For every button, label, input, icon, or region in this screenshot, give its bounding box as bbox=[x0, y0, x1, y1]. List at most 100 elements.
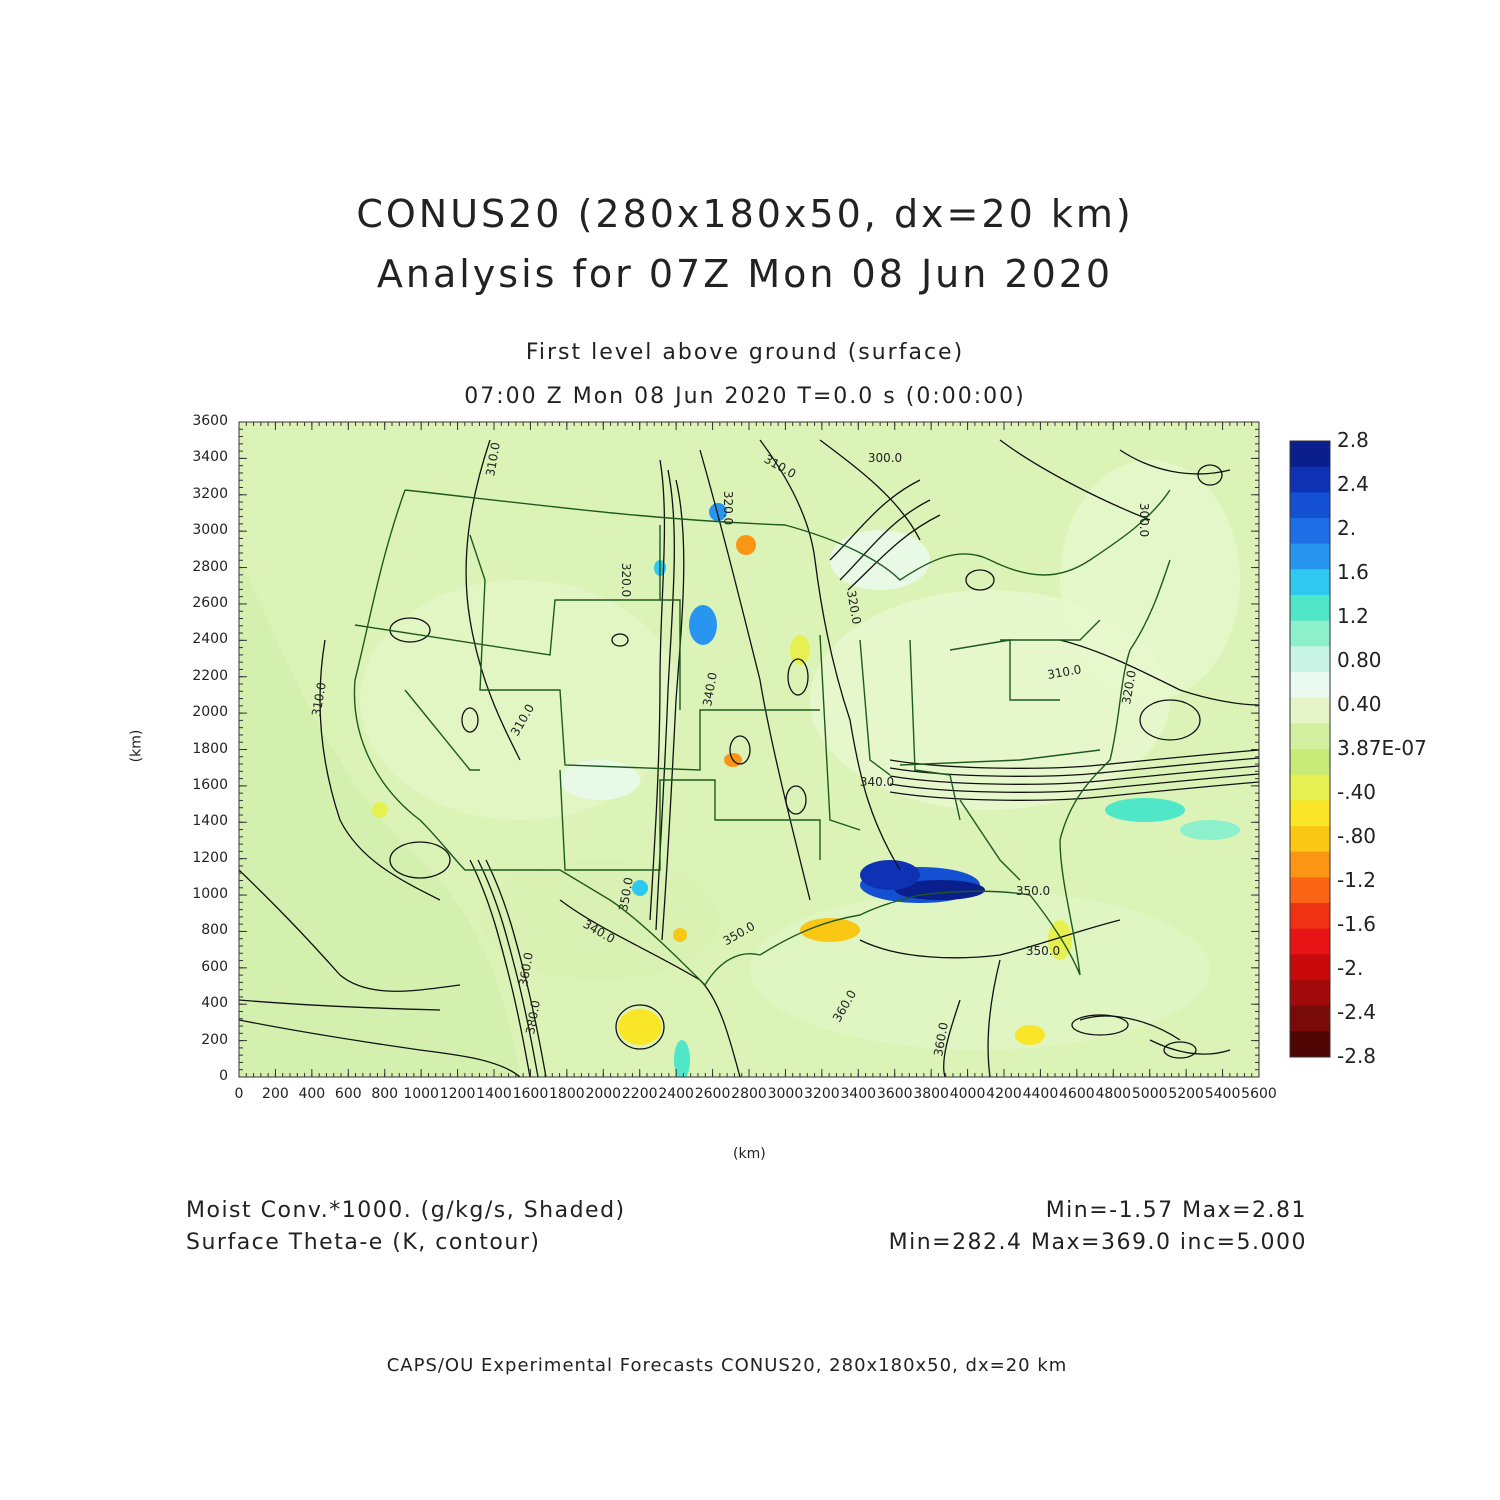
contour-label: 320.0 bbox=[844, 589, 864, 625]
colorbar-swatch bbox=[1290, 646, 1330, 673]
y-tick-label: 200 bbox=[201, 1031, 228, 1048]
x-tick-label: 400 bbox=[298, 1086, 326, 1102]
x-tick-label: 3200 bbox=[804, 1086, 840, 1102]
x-tick-label: 2400 bbox=[658, 1086, 694, 1102]
x-tick-label: 3400 bbox=[840, 1086, 877, 1102]
contour-label: 320.0 bbox=[721, 491, 735, 525]
contour-label: 350.0 bbox=[616, 876, 636, 912]
contour-label: 380.0 bbox=[523, 999, 543, 1035]
y-tick-label: 3400 bbox=[192, 449, 228, 466]
colorbar-swatch bbox=[1290, 672, 1330, 699]
colorbar-swatch bbox=[1290, 492, 1330, 519]
y-tick-label: 3200 bbox=[192, 485, 228, 502]
colorbar-swatch bbox=[1290, 903, 1330, 930]
colorbar-label: -2. bbox=[1337, 956, 1364, 980]
colorbar-label: -1.6 bbox=[1337, 912, 1377, 936]
y-tick-label: 3600 bbox=[192, 413, 228, 429]
colorbar-swatch bbox=[1290, 954, 1330, 981]
colorbar-label: 1.2 bbox=[1337, 604, 1369, 628]
colorbar-swatch bbox=[1290, 800, 1330, 827]
y-tick-label: 600 bbox=[201, 958, 228, 975]
x-tick-label: 5200 bbox=[1168, 1086, 1204, 1102]
colorbar-label: 0.40 bbox=[1337, 692, 1382, 716]
x-tick-label: 4800 bbox=[1095, 1086, 1132, 1102]
contour-label: 360.0 bbox=[931, 1021, 951, 1057]
title-line-1: CONUS20 (280x180x50, dx=20 km) bbox=[356, 192, 1134, 236]
subtitle-level: First level above ground (surface) bbox=[525, 340, 965, 365]
contour-field-label: Surface Theta-e (K, contour) bbox=[186, 1230, 541, 1255]
x-tick-label: 3000 bbox=[767, 1086, 804, 1102]
y-tick-label: 1000 bbox=[192, 886, 228, 903]
theta-e-contours bbox=[239, 439, 1259, 1077]
contour-label: 310.0 bbox=[1046, 662, 1082, 682]
y-tick-label: 0 bbox=[219, 1068, 228, 1084]
x-axis-label: (km) bbox=[733, 1146, 766, 1162]
x-tick-label: 2800 bbox=[731, 1086, 767, 1102]
colorbar-swatch bbox=[1290, 697, 1330, 724]
contour-label: 300.0 bbox=[868, 451, 902, 465]
colorbar-swatch bbox=[1290, 774, 1330, 801]
colorbar-swatch bbox=[1290, 749, 1330, 776]
contour-label: 350.0 bbox=[1016, 884, 1050, 898]
colorbar-swatch bbox=[1290, 620, 1330, 647]
x-tick-label: 1000 bbox=[403, 1086, 439, 1102]
colorbar-swatch bbox=[1290, 441, 1330, 468]
colorbar-label: 2.8 bbox=[1337, 428, 1369, 452]
subtitle-time: 07:00 Z Mon 08 Jun 2020 T=0.0 s (0:00:00… bbox=[464, 384, 1026, 409]
x-tick-label: 5400 bbox=[1204, 1086, 1241, 1102]
contour-range: Min=282.4 Max=369.0 inc=5.000 bbox=[888, 1230, 1307, 1255]
title-line-2: Analysis for 07Z Mon 08 Jun 2020 bbox=[376, 252, 1114, 296]
colorbar-swatch bbox=[1290, 877, 1330, 904]
y-tick-label: 2400 bbox=[192, 631, 228, 648]
x-tick-label: 600 bbox=[334, 1086, 362, 1102]
y-tick-label: 2600 bbox=[192, 594, 228, 611]
contour-label: 300.0 bbox=[1137, 503, 1151, 537]
contour-label: 320.0 bbox=[1119, 669, 1139, 705]
shaded-field bbox=[239, 422, 1259, 1077]
colorbar-swatch bbox=[1290, 569, 1330, 596]
contour-label: 310.0 bbox=[483, 441, 503, 477]
shaded-range: Min=-1.57 Max=2.81 bbox=[1045, 1198, 1307, 1223]
x-tick-label: 4200 bbox=[986, 1086, 1022, 1102]
x-tick-label: 1600 bbox=[512, 1086, 549, 1102]
shaded-field-label: Moist Conv.*1000. (g/kg/s, Shaded) bbox=[186, 1198, 626, 1223]
footer-credit: CAPS/OU Experimental Forecasts CONUS20, … bbox=[386, 1355, 1068, 1376]
y-tick-label: 1600 bbox=[192, 776, 228, 793]
y-tick-label: 2800 bbox=[192, 558, 228, 575]
x-tick-label: 1200 bbox=[439, 1086, 476, 1102]
contour-label: 310.0 bbox=[309, 681, 329, 717]
colorbar-label: -2.8 bbox=[1337, 1044, 1377, 1068]
x-tick-label: 5600 bbox=[1241, 1086, 1277, 1102]
y-tick-label: 1400 bbox=[192, 813, 228, 830]
colorbar-label: 0.80 bbox=[1337, 648, 1382, 672]
x-tick-label: 4000 bbox=[949, 1086, 986, 1102]
x-tick-label: 1400 bbox=[476, 1086, 512, 1102]
colorbar-swatch bbox=[1290, 723, 1330, 750]
colorbar-label: 2. bbox=[1337, 516, 1357, 540]
colorbar-swatch bbox=[1290, 980, 1330, 1007]
x-tick-label: 3600 bbox=[876, 1086, 913, 1102]
contour-label: 340.0 bbox=[860, 775, 894, 789]
y-tick-label: 2200 bbox=[192, 667, 228, 684]
contour-label: 340.0 bbox=[700, 671, 720, 707]
colorbar-label: 2.4 bbox=[1337, 472, 1369, 496]
colorbar-swatch bbox=[1290, 1005, 1330, 1032]
y-tick-label: 3000 bbox=[192, 522, 228, 539]
x-tick-label: 0 bbox=[234, 1086, 244, 1102]
x-tick-label: 4400 bbox=[1022, 1086, 1059, 1102]
x-tick-label: 200 bbox=[262, 1086, 289, 1102]
colorbar-label: -1.2 bbox=[1337, 868, 1377, 892]
colorbar-swatch bbox=[1290, 518, 1330, 545]
x-tick-label: 800 bbox=[371, 1086, 399, 1102]
colorbar-swatch bbox=[1290, 928, 1330, 955]
colorbar bbox=[1289, 440, 1331, 1058]
colorbar-swatch bbox=[1290, 466, 1330, 493]
colorbar-label: -.40 bbox=[1337, 780, 1377, 804]
x-tick-label: 4600 bbox=[1059, 1086, 1095, 1102]
y-tick-label: 400 bbox=[201, 995, 228, 1012]
x-tick-label: 2600 bbox=[694, 1086, 731, 1102]
colorbar-swatch bbox=[1290, 826, 1330, 853]
colorbar-label: 1.6 bbox=[1337, 560, 1369, 584]
colorbar-swatch bbox=[1290, 1031, 1330, 1058]
